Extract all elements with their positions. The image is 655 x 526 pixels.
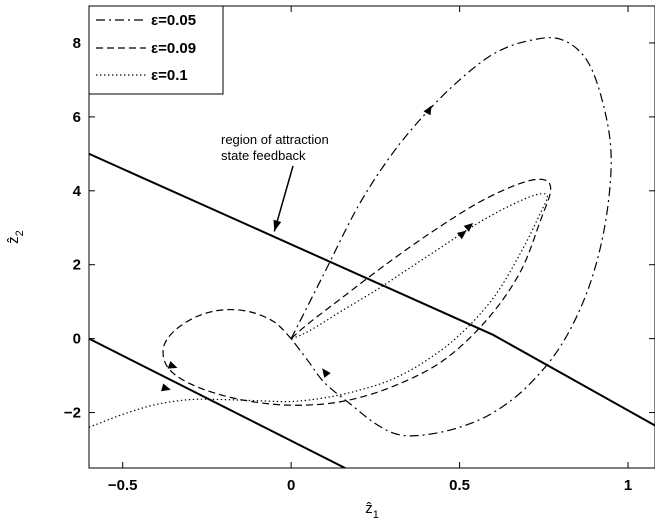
y-tick-label: 4 [73,183,82,200]
boundary-line-0 [89,152,655,427]
series-line-0 [290,37,612,437]
y-tick-label: 8 [73,35,81,52]
x-tick-label: 1 [624,477,632,494]
x-tick-label: 0.5 [449,477,470,494]
direction-arrowhead-1 [463,222,474,232]
y-tick-label: 6 [73,109,81,126]
annotation-line-2: state feedback [221,148,306,163]
legend-box [88,5,224,95]
y-tick-label: −2 [64,405,81,422]
legend: ε=0.05 ε=0.09 ε=0.1 [88,5,224,95]
series-line-2 [89,193,548,428]
plot-area [89,152,655,468]
region-annotation: region of attraction state feedback [221,132,329,232]
boundary-line-1 [89,337,346,468]
direction-arrowhead-4 [161,383,171,392]
y-tick-label: 2 [73,257,81,274]
legend-entry-eps-0.05: ε=0.05 [151,12,196,29]
x-tick-label: −0.5 [108,477,138,494]
annotation-arrowhead [273,219,282,232]
direction-arrowhead-2 [456,230,467,240]
annotation-line-1: region of attraction [221,132,329,147]
plot-frame [88,5,655,469]
axis-ticks: −0.5 0 0.5 1 −2 0 2 4 6 8 [64,6,655,494]
direction-arrowhead-0 [423,105,432,116]
annotation-arrow-line [273,165,294,232]
direction-arrowhead-5 [322,368,331,378]
x-tick-label: 0 [287,477,295,494]
x-axis-label: ẑ1 [365,500,379,521]
direction-arrowhead-3 [167,361,178,369]
series-marks [89,37,612,437]
y-axis-label: ẑ2 [5,230,26,244]
series-line-1 [162,178,552,406]
legend-entry-eps-0.09: ε=0.09 [151,40,196,57]
y-tick-label: 0 [73,331,81,348]
legend-entry-eps-0.1: ε=0.1 [151,67,188,84]
